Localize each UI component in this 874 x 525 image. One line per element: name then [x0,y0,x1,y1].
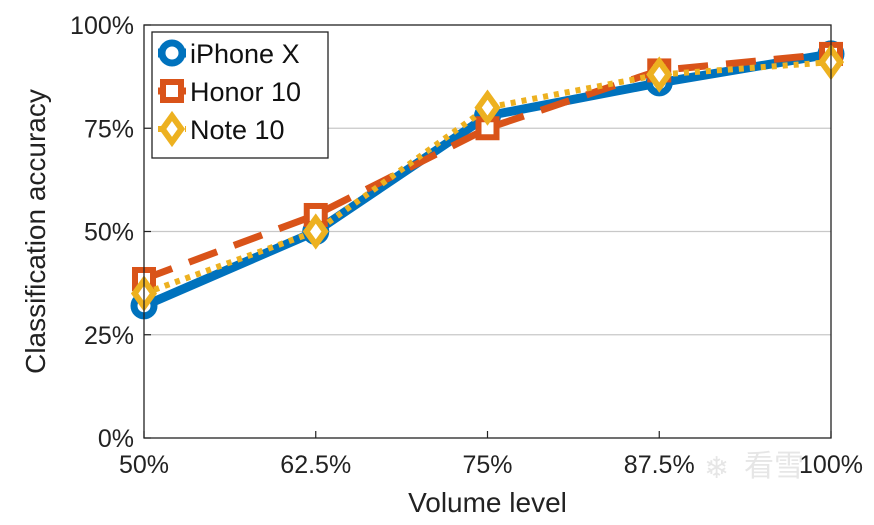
x-tick-label: 75% [462,451,512,479]
y-tick-labels: 0% 25% 50% 75% 100% [70,12,134,453]
x-tick-label: 50% [119,451,169,479]
y-tick-label: 100% [70,12,134,40]
legend-label: iPhone X [190,39,300,69]
data-point [160,79,184,103]
watermark-text: 看雪 [744,449,804,484]
x-axis-label: Volume level [408,487,567,518]
data-point [302,213,329,250]
y-tick-label: 25% [84,322,134,350]
x-tick-label: 87.5% [624,451,695,479]
y-axis-label: Classification accuracy [20,89,51,374]
data-point [474,89,501,126]
snowflake-icon: ❄ [704,451,729,486]
plot-area-frame [143,24,832,439]
x-tick-labels: 50% 62.5% 75% 87.5% 100% [119,451,863,479]
legend: iPhone X Honor 10 Note 10 [151,31,329,159]
data-point [646,56,673,93]
data-point [158,110,186,148]
legend-items: iPhone X Honor 10 Note 10 [158,39,301,148]
series-line [142,50,832,283]
watermark: ❄ 看雪 [704,449,804,486]
legend-item: iPhone X [158,39,300,69]
legend-label: Note 10 [190,115,285,145]
legend-item: Honor 10 [158,77,301,107]
legend-item: Note 10 [158,110,285,148]
legend-label: Honor 10 [190,77,301,107]
series-line [142,59,832,297]
data-point [158,39,186,67]
x-tick-label: 100% [799,451,863,479]
y-tick-label: 50% [84,219,134,247]
y-tick-label: 0% [98,425,134,453]
y-tick-label: 75% [84,115,134,143]
x-tick-label: 62.5% [280,451,351,479]
